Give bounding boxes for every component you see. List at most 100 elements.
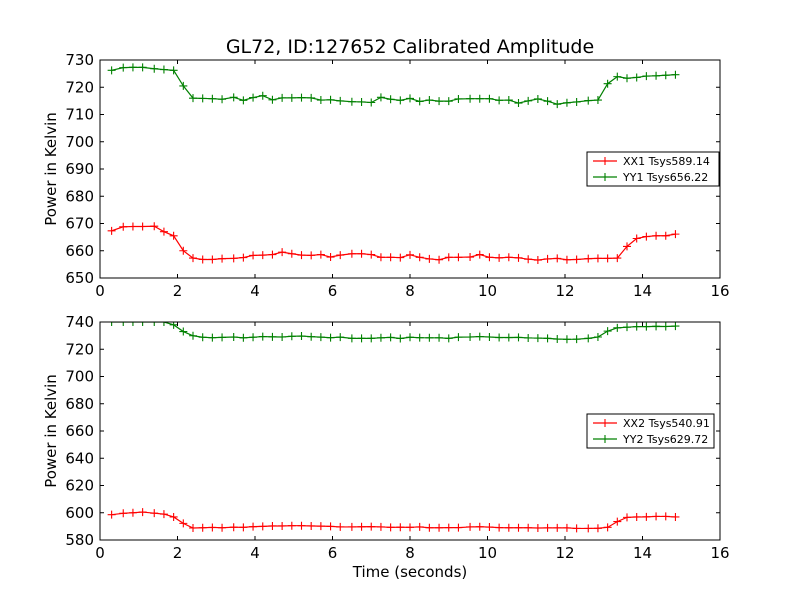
data-point — [239, 523, 248, 532]
data-point — [316, 333, 325, 342]
data-point — [514, 333, 523, 342]
data-point — [386, 333, 395, 342]
data-point — [415, 253, 424, 262]
data-point — [208, 94, 217, 103]
data-point — [642, 232, 651, 241]
data-point — [642, 512, 651, 521]
data-point — [336, 251, 345, 260]
data-point — [297, 521, 306, 530]
y-tick-label: 710 — [65, 106, 94, 124]
x-tick-label: 14 — [633, 282, 652, 300]
data-point — [661, 322, 670, 331]
data-point — [454, 333, 463, 342]
data-point — [258, 332, 267, 341]
data-point — [671, 70, 680, 79]
data-point — [524, 255, 533, 264]
data-point — [425, 254, 434, 263]
data-point — [258, 522, 267, 531]
data-point — [603, 79, 612, 88]
y-tick-label: 680 — [65, 187, 94, 205]
data-point — [444, 523, 453, 532]
x-tick-label: 14 — [633, 544, 652, 562]
data-point — [485, 253, 494, 262]
data-point — [249, 251, 258, 260]
data-point — [179, 246, 188, 255]
data-point — [119, 509, 128, 518]
legend-label: XX2 Tsys540.91 — [623, 417, 710, 430]
data-point — [326, 522, 335, 531]
data-point — [613, 72, 622, 81]
y-tick-label: 720 — [65, 78, 94, 96]
data-point — [396, 334, 405, 343]
data-point — [475, 332, 484, 341]
data-point — [485, 94, 494, 103]
y-tick-label: 640 — [65, 449, 94, 467]
data-point — [179, 327, 188, 336]
x-tick-label: 4 — [250, 544, 260, 562]
data-point — [435, 255, 444, 264]
data-point — [357, 249, 366, 258]
data-point — [138, 222, 147, 231]
panels: 0 2 4 6 8 10 12 14 16650660670680690700710720730… — [42, 51, 730, 581]
data-point — [208, 255, 217, 264]
legend-label: YY1 Tsys656.22 — [622, 171, 708, 184]
data-point — [198, 523, 207, 532]
data-point — [661, 512, 670, 521]
data-point — [119, 222, 128, 231]
data-point — [504, 253, 513, 262]
x-axis-label: Time (seconds) — [352, 563, 468, 581]
data-point — [357, 522, 366, 531]
data-point — [466, 522, 475, 531]
data-point — [107, 66, 116, 75]
data-point — [189, 331, 197, 340]
data-point — [524, 96, 533, 105]
data-point — [150, 322, 159, 326]
data-point — [278, 521, 287, 530]
data-point — [553, 335, 562, 344]
series-line-1 — [111, 511, 676, 530]
y-tick-label: 740 — [65, 313, 94, 331]
data-point — [553, 254, 562, 263]
data-point — [316, 96, 325, 105]
data-point — [435, 333, 444, 342]
data-point — [572, 255, 581, 264]
data-point — [229, 332, 238, 341]
data-point — [119, 322, 128, 326]
legend-box — [586, 413, 715, 449]
series-line-2 — [111, 322, 676, 340]
data-point — [119, 63, 128, 72]
data-point — [287, 332, 296, 341]
data-point — [189, 254, 197, 263]
data-point — [367, 98, 376, 107]
data-point — [671, 512, 680, 521]
y-axis-label: Power in Kelvin — [42, 374, 60, 488]
data-point — [524, 333, 533, 342]
data-point — [268, 521, 277, 530]
data-point — [444, 334, 453, 343]
data-point — [466, 253, 475, 262]
data-point — [128, 508, 137, 517]
x-tick-label: 0 — [95, 544, 105, 562]
y-tick-label: 700 — [65, 133, 94, 151]
x-tick-label: 8 — [405, 544, 415, 562]
data-point — [632, 234, 641, 243]
data-point — [347, 334, 356, 343]
data-point — [297, 251, 306, 260]
data-point — [249, 522, 258, 531]
data-point — [652, 71, 661, 80]
data-point — [376, 253, 385, 262]
data-point — [642, 72, 651, 81]
legend-marker — [601, 435, 609, 443]
y-tick-label: 680 — [65, 395, 94, 413]
data-point — [376, 93, 385, 102]
data-point — [406, 333, 414, 342]
data-point — [406, 250, 414, 259]
data-point — [258, 251, 267, 260]
data-point — [533, 524, 542, 533]
data-point — [415, 333, 424, 342]
x-tick-label: 10 — [478, 282, 497, 300]
data-point — [406, 94, 414, 103]
data-point — [425, 523, 434, 532]
data-point — [584, 96, 593, 105]
